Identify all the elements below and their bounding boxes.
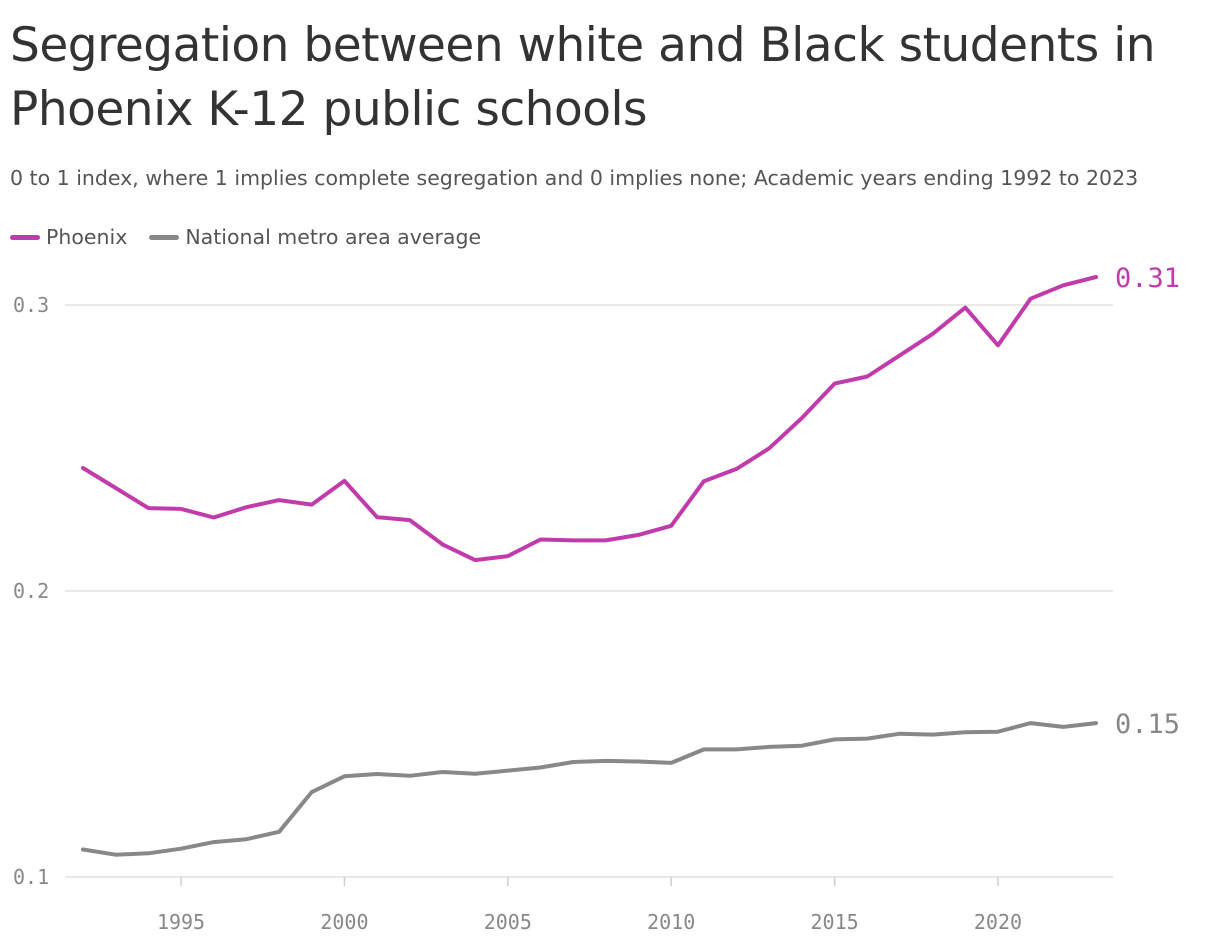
chart-subtitle: 0 to 1 index, where 1 implies complete s… — [10, 166, 1139, 190]
y-axis: 0.1 0.2 0.3 — [13, 293, 49, 889]
x-tick-label: 2010 — [647, 910, 695, 934]
y-tick-label: 0.2 — [13, 579, 49, 603]
end-value-label: 0.31 — [1115, 263, 1180, 294]
x-tick-label: 2020 — [974, 910, 1022, 934]
x-tick-label: 2005 — [484, 910, 532, 934]
end-labels: 0.31 0.15 — [1115, 263, 1180, 740]
series-line-phoenix — [81, 275, 1098, 563]
x-tick-label: 2000 — [320, 910, 368, 934]
x-tick-label: 1995 — [157, 910, 205, 934]
legend-swatch-phoenix — [10, 234, 40, 240]
x-tick-label: 2015 — [810, 910, 858, 934]
legend-item-national: National metro area average — [149, 225, 481, 249]
chart-title: Segregation between white and Black stud… — [10, 18, 1156, 137]
series-line-national-metro-area-average — [81, 721, 1098, 857]
series-lines — [81, 275, 1098, 857]
y-tick-label: 0.3 — [13, 293, 49, 317]
x-axis: 1995 2000 2005 2010 2015 2020 — [157, 877, 1022, 934]
chart-legend: Phoenix National metro area average — [10, 225, 503, 249]
legend-item-phoenix: Phoenix — [10, 225, 127, 249]
gridlines — [65, 304, 1113, 878]
end-value-label: 0.15 — [1115, 709, 1180, 740]
y-tick-label: 0.1 — [13, 865, 49, 889]
legend-label-national: National metro area average — [185, 225, 482, 249]
legend-swatch-national — [149, 234, 180, 240]
legend-label-phoenix: Phoenix — [46, 225, 128, 249]
